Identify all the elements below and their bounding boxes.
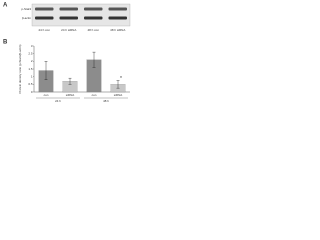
error-bar (68, 78, 72, 85)
y-tick-label: 1 (31, 74, 33, 78)
blot-band (84, 16, 103, 20)
lane-label: 24 h siRNA (61, 28, 76, 32)
y-tick-label: 3 (31, 44, 33, 48)
y-tick-label: 1.5 (28, 67, 33, 71)
y-tick-label: 0.5 (28, 82, 33, 86)
error-bar (44, 61, 48, 80)
panel-label: A (3, 3, 8, 9)
group-label: 24 h (55, 99, 61, 103)
blot-band (35, 16, 54, 20)
blot-band (108, 16, 127, 20)
lane-label: 48 h con (87, 28, 99, 32)
y-tick-label: 2 (31, 59, 33, 63)
lane-label: 24 h con (38, 28, 50, 32)
error-bar (116, 80, 120, 89)
blot-band (59, 7, 78, 11)
x-tick-label: siRNA (66, 93, 75, 97)
blot-band (84, 7, 103, 11)
lane-label: 48 h siRNA (110, 28, 125, 32)
y-tick-label: 2.5 (28, 51, 33, 55)
error-bar (92, 51, 96, 68)
blot-band (108, 7, 127, 11)
blot-band (59, 16, 78, 20)
blot-band (35, 7, 54, 11)
panel-label: B (3, 40, 8, 46)
x-tick-label: siRNA (114, 93, 123, 97)
y-tick-label: 0 (31, 90, 33, 94)
blot-row-label: β-actin (22, 16, 31, 20)
x-tick-label: con (44, 93, 49, 97)
group-label: 48 h (103, 99, 109, 103)
annotation: * (120, 76, 122, 82)
y-axis-label: Protein density ratio (p-Stat3/β-actin) (18, 45, 22, 94)
figure: A B p-Stat3 β-actin 24 h con 24 h siRNA 48 h… (3, 3, 131, 103)
blot-membrane (31, 3, 131, 27)
x-tick-label: con (92, 93, 97, 97)
blot-row-label: p-Stat3 (21, 7, 31, 11)
